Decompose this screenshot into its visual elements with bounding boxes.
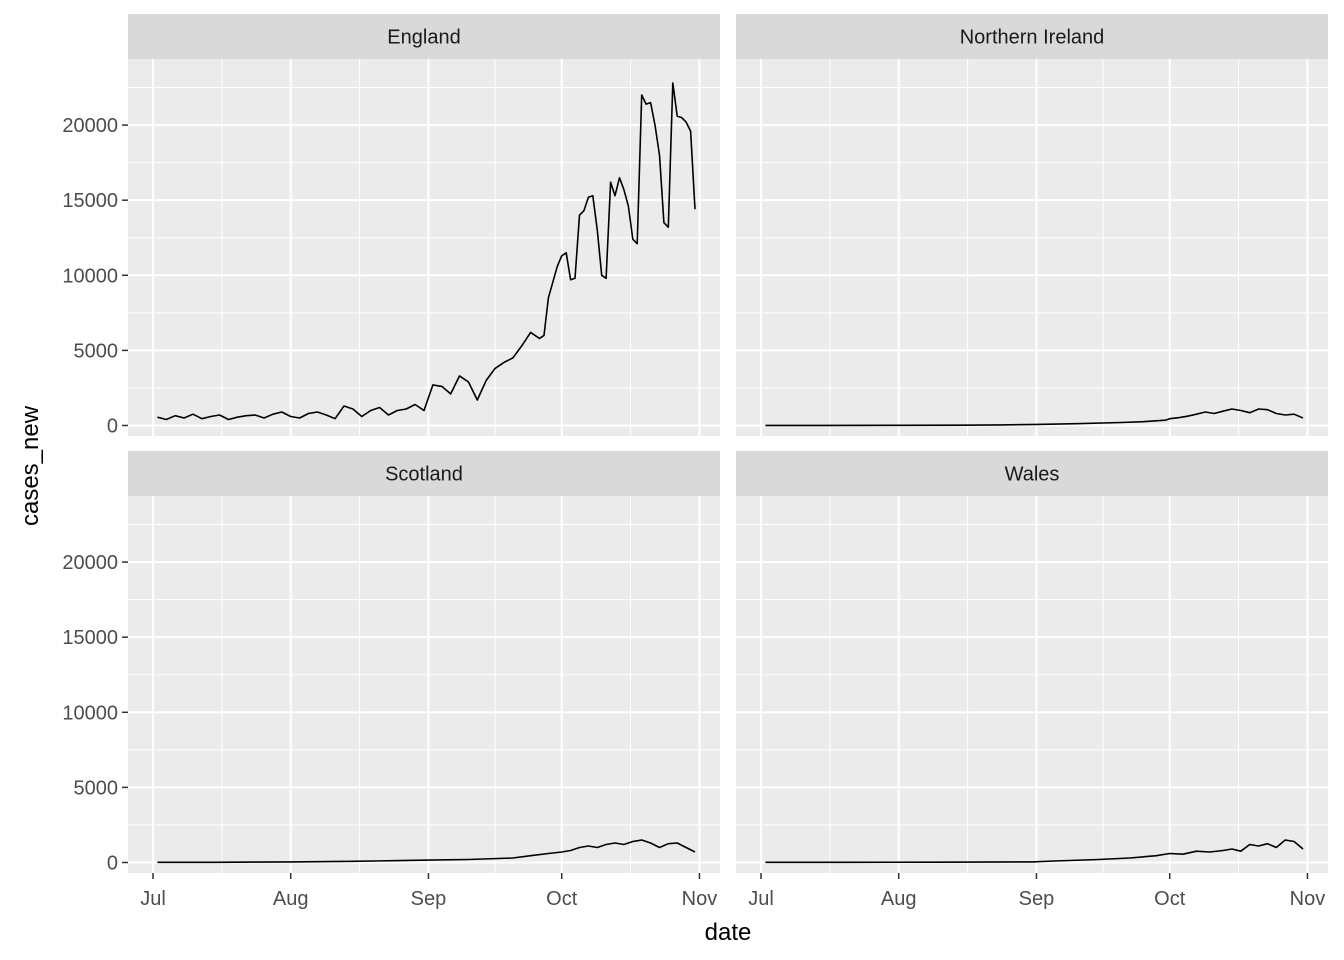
series-line-wales xyxy=(765,839,1304,864)
y-tick-label: 10000 xyxy=(62,265,118,287)
y-tick-label: 15000 xyxy=(62,627,118,649)
panel-scotland: Scotland xyxy=(128,451,720,873)
x-tick-label: Jul xyxy=(748,888,774,910)
facet-strip-wales xyxy=(736,451,1328,496)
panel-wales: Wales xyxy=(736,451,1328,873)
facet-strip-scotland xyxy=(128,451,720,496)
panel-background-northern-ireland xyxy=(736,59,1328,436)
y-tick-label: 10000 xyxy=(62,702,118,724)
x-tick-label: Oct xyxy=(546,888,578,910)
x-tick-label: Sep xyxy=(411,888,447,910)
panels-layer: England Northern Ireland Scotland Wales xyxy=(128,14,1328,873)
facet-label-northern-ireland: Northern Ireland xyxy=(960,27,1105,49)
x-tick-label: Oct xyxy=(1154,888,1186,910)
y-tick-label: 15000 xyxy=(62,190,118,212)
y-axis-title: cases_new xyxy=(17,405,44,526)
x-tick-label: Aug xyxy=(881,888,917,910)
y-tick-label: 20000 xyxy=(62,115,118,137)
facet-strip-northern-ireland xyxy=(736,14,1328,59)
facet-label-wales: Wales xyxy=(1005,464,1060,486)
facet-label-england: England xyxy=(387,27,460,49)
y-tick-label: 5000 xyxy=(74,340,119,362)
series-line-scotland xyxy=(157,839,696,864)
x-tick-label: Sep xyxy=(1019,888,1055,910)
facet-strip-england xyxy=(128,14,720,59)
panel-background-england xyxy=(128,59,720,436)
x-tick-label: Aug xyxy=(273,888,309,910)
facet-label-scotland: Scotland xyxy=(385,464,463,486)
y-tick-label: 20000 xyxy=(62,552,118,574)
series-line-northern-ireland xyxy=(765,408,1304,427)
panel-background-wales xyxy=(736,496,1328,873)
x-tick-label: Nov xyxy=(1290,888,1326,910)
axis-layer: 0 5000 10000 15000 20000 0 5000 10000 15000 20000… xyxy=(62,115,1325,910)
x-tick-label: Jul xyxy=(140,888,166,910)
panel-background-scotland xyxy=(128,496,720,873)
y-tick-label: 5000 xyxy=(74,777,119,799)
panel-northern-ireland: Northern Ireland xyxy=(736,14,1328,436)
series-line-england xyxy=(157,82,696,421)
y-tick-label: 0 xyxy=(107,415,118,437)
x-tick-label: Nov xyxy=(682,888,718,910)
y-tick-label: 0 xyxy=(107,852,118,874)
panel-england: England xyxy=(128,14,720,436)
x-axis-title: date xyxy=(705,919,752,946)
